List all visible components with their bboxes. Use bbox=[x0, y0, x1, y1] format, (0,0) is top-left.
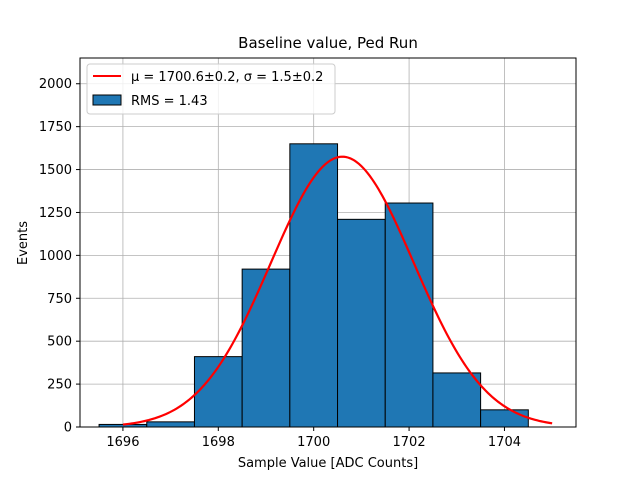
legend-histogram-label: RMS = 1.43 bbox=[131, 94, 208, 109]
x-tick-label: 1700 bbox=[297, 435, 330, 450]
legend-box bbox=[86, 63, 336, 115]
histogram-bar bbox=[146, 421, 195, 428]
gaussian-fit-curve bbox=[122, 155, 553, 426]
histogram-bar bbox=[289, 143, 339, 428]
histogram-bar bbox=[480, 409, 529, 428]
x-tick-label: 1702 bbox=[393, 435, 426, 450]
histogram-bar bbox=[384, 202, 434, 428]
x-axis-title: Sample Value [ADC Counts] bbox=[238, 456, 418, 471]
y-axis-title: Events bbox=[16, 221, 31, 265]
legend-fit-label: μ = 1700.6±0.2, σ = 1.5±0.2 bbox=[131, 70, 323, 85]
histogram-bars bbox=[98, 143, 529, 428]
x-tick-label: 1696 bbox=[106, 435, 139, 450]
y-tick-label: 750 bbox=[47, 292, 72, 307]
legend-histogram-swatch bbox=[92, 94, 122, 106]
y-tick-label: 1750 bbox=[39, 120, 72, 135]
plot-frame bbox=[79, 57, 577, 428]
y-tick-label: 500 bbox=[47, 335, 72, 350]
legend: μ = 1700.6±0.2, σ = 1.5±0.2 RMS = 1.43 bbox=[86, 63, 336, 115]
histogram-bar bbox=[241, 268, 291, 428]
y-tick-label: 250 bbox=[47, 378, 72, 393]
axis-ticks: 1696 1698 1700 1702 1704 0 250 500 750 1000 1250 15… bbox=[39, 77, 521, 450]
y-tick-label: 0 bbox=[64, 421, 72, 436]
y-tick-label: 2000 bbox=[39, 77, 72, 92]
fit-curve-layer bbox=[122, 155, 553, 426]
y-tick-label: 1250 bbox=[39, 206, 72, 221]
y-tick-label: 1500 bbox=[39, 163, 72, 178]
histogram-bar bbox=[432, 372, 482, 428]
chart-title: Baseline value, Ped Run bbox=[238, 34, 418, 52]
x-tick-label: 1698 bbox=[202, 435, 235, 450]
histogram-bar bbox=[337, 218, 386, 428]
y-tick-label: 1000 bbox=[39, 249, 72, 264]
x-tick-label: 1704 bbox=[488, 435, 521, 450]
